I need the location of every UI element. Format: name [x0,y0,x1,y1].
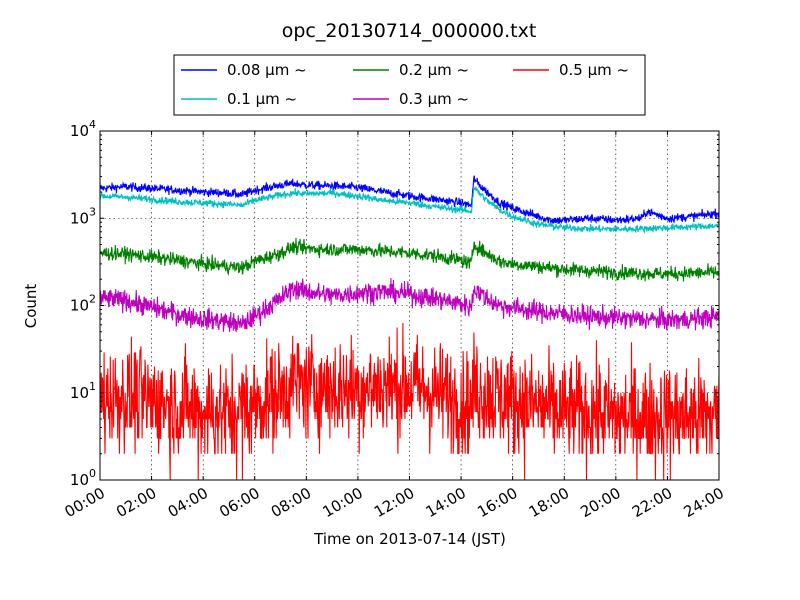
y-tick-label: 101 [70,380,96,402]
series-line [100,186,719,234]
x-axis-label: Time on 2013-07-14 (JST) [313,530,506,548]
legend-label: 0.1 μm ~ [227,90,297,108]
legend-label: 0.5 μm ~ [559,61,629,79]
legend-entries: 0.08 μm ~ 0.1 μm ~ 0.2 μm ~ 0.3 μm ~ 0.5 μm … [181,61,629,108]
legend-box [173,54,646,116]
legend: 0.08 μm ~ 0.1 μm ~ 0.2 μm ~ 0.3 μm ~ 0.5 μm … [173,54,646,116]
series-layer [100,175,719,480]
y-tick-label: 100 [70,467,96,489]
chart-title: opc_20130714_000000.txt [282,20,537,42]
y-axis-label: Count [22,284,40,329]
series-line [100,237,719,282]
series-line [100,175,719,225]
ticks [99,130,720,481]
legend-label: 0.3 μm ~ [399,90,469,108]
y-tick-labels: 100 101 102 103 104 [70,118,96,489]
y-tick-label: 102 [70,293,96,315]
legend-label: 0.08 μm ~ [227,61,307,79]
series-line [100,278,719,333]
y-tick-label: 103 [70,205,96,227]
y-tick-label: 104 [70,118,96,140]
series-line [100,322,719,480]
legend-label: 0.2 μm ~ [399,61,469,79]
